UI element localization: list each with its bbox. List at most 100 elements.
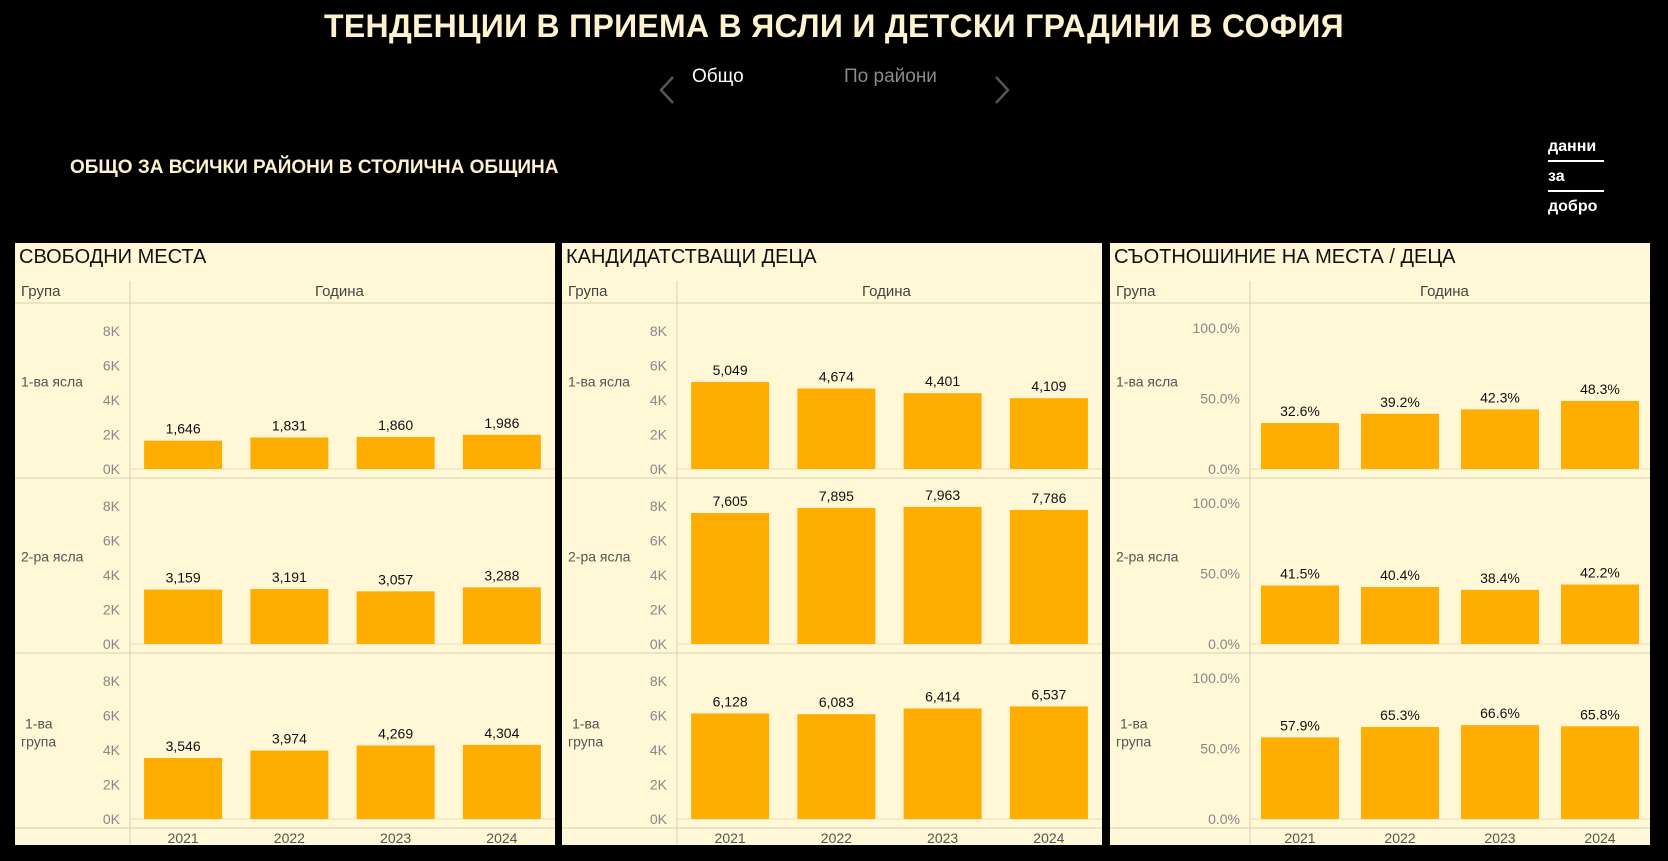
data-label: 7,963 <box>925 487 960 503</box>
bar <box>797 508 876 644</box>
x-tick-label: 2024 <box>1033 830 1064 845</box>
chevron-left-icon <box>659 76 674 104</box>
y-tick-label: 8K <box>650 323 668 339</box>
tab-by-district[interactable]: По райони <box>844 66 937 87</box>
data-label: 3,288 <box>484 567 519 583</box>
page-title: ТЕНДЕНЦИИ В ПРИЕМА В ЯСЛИ И ДЕТСКИ ГРАДИ… <box>324 8 1344 44</box>
bar <box>462 587 541 644</box>
bar <box>144 757 223 819</box>
y-tick-label: 8K <box>103 323 121 339</box>
bar <box>1461 725 1539 819</box>
bar <box>1261 737 1339 819</box>
y-tick-label: 2K <box>650 427 668 443</box>
y-tick-label: 0K <box>650 636 668 652</box>
row-label: група <box>21 734 56 750</box>
x-tick-label: 2022 <box>821 830 852 845</box>
y-tick-label: 8K <box>103 673 121 689</box>
logo-line-3: добро <box>1548 198 1598 215</box>
data-label: 3,974 <box>272 731 307 747</box>
y-tick-label: 2K <box>103 427 121 443</box>
data-label: 42.3% <box>1480 389 1520 405</box>
y-tick-label: 2K <box>103 602 121 618</box>
y-tick-label: 0K <box>650 461 668 477</box>
data-label: 1,986 <box>484 415 519 431</box>
bar <box>1009 398 1088 469</box>
row-label: група <box>1116 734 1151 750</box>
next-nav-button[interactable] <box>988 73 1016 107</box>
bar <box>903 506 982 644</box>
panel-title: СЪОТНОШИНИЕ НА МЕСТА / ДЕЦА <box>1114 246 1456 268</box>
y-tick-label: 2K <box>650 602 668 618</box>
y-tick-label: 0K <box>650 811 668 827</box>
y-tick-label: 6K <box>103 533 121 549</box>
y-tick-label: 8K <box>650 673 668 689</box>
chart-panel-free-places: СВОБОДНИ МЕСТА Група Година 1-ва ясла 8K 6… <box>15 243 555 845</box>
chart-panel-ratio: СЪОТНОШИНИЕ НА МЕСТА / ДЕЦА Група Година… <box>1110 243 1650 845</box>
bar <box>356 591 435 644</box>
bar <box>462 434 541 469</box>
data-label: 65.3% <box>1380 707 1420 723</box>
row-label: 1-ва <box>1120 716 1148 732</box>
bar <box>462 744 541 819</box>
data-label: 39.2% <box>1380 394 1420 410</box>
data-label: 6,537 <box>1031 686 1066 702</box>
bar <box>797 388 876 469</box>
y-tick-label: 2K <box>103 777 121 793</box>
prev-nav-button[interactable] <box>653 73 681 107</box>
column-header: Година <box>862 283 911 300</box>
bar <box>1361 413 1439 469</box>
y-tick-label: 100.0% <box>1193 670 1240 686</box>
data-label: 48.3% <box>1580 381 1620 397</box>
y-tick-label: 4K <box>650 392 668 408</box>
data-label: 42.2% <box>1580 565 1620 581</box>
bar <box>250 750 329 819</box>
data-label: 4,109 <box>1031 378 1066 394</box>
data-label: 1,646 <box>166 421 201 437</box>
row-label: 2-ра ясла <box>1116 549 1179 565</box>
row-label: 1-ва ясла <box>1116 374 1178 390</box>
y-tick-label: 4K <box>650 742 668 758</box>
bar <box>356 745 435 819</box>
bar <box>1261 585 1339 644</box>
chart-applicants: 1-ва ясла 8K 6K 4K 2K 0K 5,049 4,674 4,401 4,109 2… <box>562 281 1102 845</box>
bar <box>1561 400 1639 469</box>
y-tick-label: 0K <box>103 811 121 827</box>
tab-overall[interactable]: Общо <box>692 66 744 87</box>
data-label: 5,049 <box>713 362 748 378</box>
logo-line-1: данни <box>1548 138 1597 155</box>
row-label: 1-ва <box>572 716 600 732</box>
data-label: 3,546 <box>166 738 201 754</box>
logo-divider <box>1548 160 1604 162</box>
data-label: 41.5% <box>1280 566 1320 582</box>
data-label: 38.4% <box>1480 570 1520 586</box>
y-tick-label: 50.0% <box>1200 741 1240 757</box>
y-tick-label: 100.0% <box>1193 320 1240 336</box>
y-tick-label: 2K <box>650 777 668 793</box>
section-subtitle: ОБЩО ЗА ВСИЧКИ РАЙОНИ В СТОЛИЧНА ОБЩИНА <box>70 157 559 178</box>
bar <box>1561 584 1639 644</box>
bar <box>691 513 770 644</box>
data-label: 3,191 <box>272 569 307 585</box>
bar <box>250 437 329 469</box>
data-label: 4,269 <box>378 725 413 741</box>
bar <box>1361 587 1439 644</box>
y-tick-label: 50.0% <box>1200 566 1240 582</box>
row-label: група <box>568 734 603 750</box>
data-label: 40.4% <box>1380 567 1420 583</box>
row-header: Група <box>568 283 608 300</box>
column-header: Година <box>315 283 364 300</box>
data-label: 57.9% <box>1280 717 1320 733</box>
y-tick-label: 6K <box>103 358 121 374</box>
data-label: 66.6% <box>1480 705 1520 721</box>
chart-ratio: 1-ва ясла 100.0% 50.0% 0.0% 32.6% 39.2% 42.3% 4… <box>1110 281 1650 845</box>
y-tick-label: 6K <box>650 358 668 374</box>
y-tick-label: 4K <box>650 567 668 583</box>
bar <box>691 713 770 819</box>
data-label: 1,831 <box>272 417 307 433</box>
chevron-right-icon <box>995 76 1010 104</box>
x-tick-label: 2021 <box>168 830 199 845</box>
x-tick-label: 2022 <box>1384 830 1415 845</box>
bar <box>903 708 982 819</box>
x-tick-label: 2023 <box>1484 830 1515 845</box>
bar <box>144 440 223 469</box>
